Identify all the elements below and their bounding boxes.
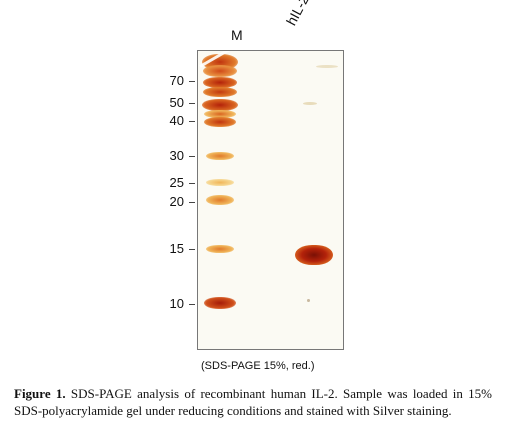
mw-label-25: 25 <box>169 175 184 190</box>
mw-tick <box>189 304 195 305</box>
marker-band-20 <box>206 195 234 205</box>
mw-label-40: 40 <box>169 113 184 128</box>
sample-band-il2 <box>295 245 333 265</box>
figure-caption: Figure 1. SDS-PAGE analysis of recombina… <box>14 385 492 419</box>
marker-band-15 <box>206 245 234 253</box>
figure-caption-label: Figure 1. <box>14 386 66 401</box>
sample-dot <box>307 299 310 302</box>
mw-label-30: 30 <box>169 148 184 163</box>
marker-band-70 <box>203 77 237 88</box>
marker-band-top <box>203 65 237 77</box>
mw-tick <box>189 156 195 157</box>
mw-label-70: 70 <box>169 73 184 88</box>
mw-tick <box>189 81 195 82</box>
lane-label-marker: M <box>231 27 243 43</box>
marker-band-30 <box>206 152 234 160</box>
marker-band-45 <box>204 110 236 118</box>
mw-label-15: 15 <box>169 241 184 256</box>
figure-caption-text: SDS-PAGE analysis of recombinant human I… <box>14 386 493 418</box>
sample-faint-band <box>316 65 338 68</box>
mw-tick <box>189 249 195 250</box>
lane-label-sample: hIL-2 <box>282 0 312 29</box>
sample-faint-band <box>303 102 317 105</box>
mw-label-20: 20 <box>169 194 184 209</box>
gel-image <box>197 50 344 350</box>
mw-tick <box>189 183 195 184</box>
gel-condition-note: (SDS-PAGE 15%, red.) <box>201 360 315 372</box>
mw-label-50: 50 <box>169 95 184 110</box>
mw-tick <box>189 202 195 203</box>
mw-tick <box>189 103 195 104</box>
mw-label-10: 10 <box>169 296 184 311</box>
marker-band-25 <box>206 179 234 186</box>
marker-band-50 <box>202 99 238 111</box>
marker-band-70b <box>203 87 237 97</box>
mw-tick <box>189 121 195 122</box>
marker-band-40 <box>204 117 236 127</box>
marker-band-10 <box>204 297 236 309</box>
